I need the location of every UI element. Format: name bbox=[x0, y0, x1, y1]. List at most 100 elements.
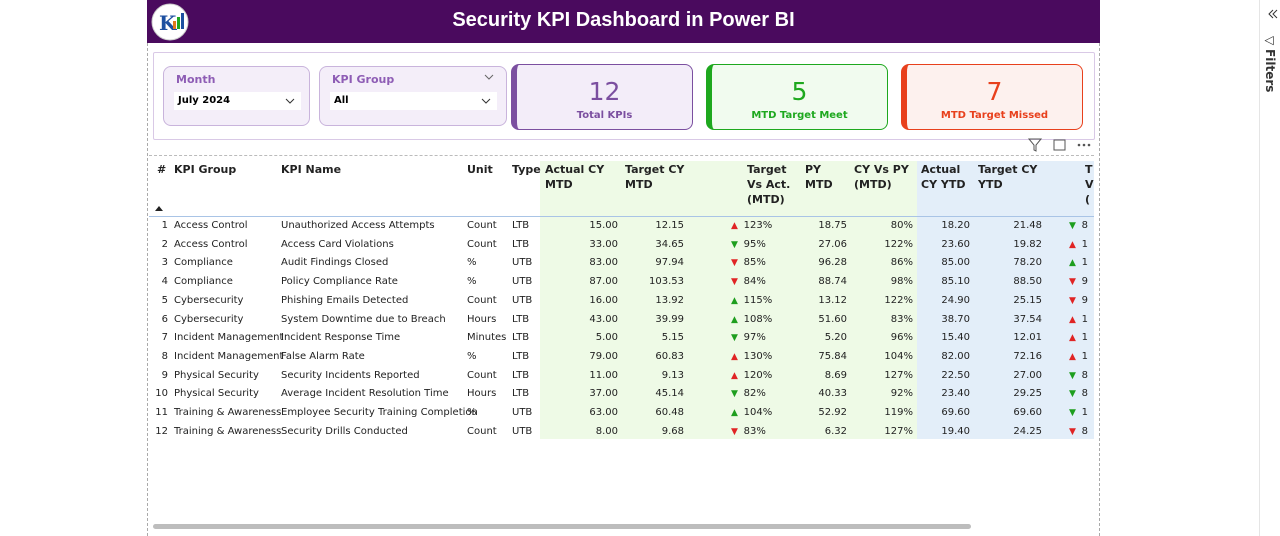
table-cell: 4 bbox=[161, 276, 168, 288]
card-label: MTD Target Missed bbox=[940, 110, 1049, 121]
table-cell: 85.00 bbox=[941, 257, 970, 269]
table-cell: 1 bbox=[161, 220, 168, 231]
table-cell: Incident Response Time bbox=[281, 332, 401, 344]
horizontal-scrollbar[interactable] bbox=[153, 524, 971, 529]
table-cell: Cybersecurity bbox=[174, 313, 244, 325]
table-cell: % bbox=[467, 257, 477, 269]
table-cell: 37.00 bbox=[589, 388, 618, 400]
slicer-dropdown[interactable]: July 2024 bbox=[174, 92, 301, 110]
table-cell: Unauthorized Access Attempts bbox=[281, 220, 435, 231]
trend-arrow: ▼ bbox=[1069, 221, 1082, 231]
filters-pane[interactable]: ▽ Filters bbox=[1259, 0, 1280, 536]
visual-header-icons bbox=[1027, 138, 1091, 152]
table-cell: 6 bbox=[161, 313, 168, 325]
focus-icon[interactable] bbox=[1053, 139, 1066, 151]
table-cell: 72.16 bbox=[1013, 350, 1042, 362]
trend-cell: ▲ 1 bbox=[1069, 313, 1089, 325]
trend-arrow: ▲ bbox=[731, 314, 744, 325]
table-cell: Training & Awareness bbox=[174, 407, 282, 418]
trend-cell: ▼ 84% bbox=[731, 276, 766, 288]
table-cell: LTB bbox=[512, 238, 530, 250]
table-cell: 127% bbox=[884, 425, 913, 437]
table-cell: Employee Security Training Completion bbox=[281, 407, 478, 418]
table-cell: 79.00 bbox=[589, 350, 618, 362]
card-value: 12 bbox=[588, 77, 621, 106]
card-value: 5 bbox=[791, 77, 808, 106]
logo: K bbox=[151, 3, 189, 41]
table-cell: UTB bbox=[512, 276, 533, 288]
trend-cell: ▼ 1 bbox=[1069, 407, 1089, 418]
trend-arrow: ▲ bbox=[731, 295, 744, 306]
trend-cell: ▼ 85% bbox=[731, 257, 766, 269]
table-cell: 63.00 bbox=[589, 407, 618, 418]
table-cell: UTB bbox=[512, 294, 533, 306]
table-cell: 9.68 bbox=[661, 425, 684, 437]
trend-arrow: ▼ bbox=[1069, 277, 1082, 288]
card-value: 7 bbox=[986, 77, 1003, 106]
table-cell: 88.50 bbox=[1013, 276, 1042, 288]
table-cell: Physical Security bbox=[174, 388, 259, 400]
table-cell: 33.00 bbox=[589, 238, 618, 250]
trend-cell: ▲ 1 bbox=[1069, 238, 1089, 250]
column-header: Actual CY YTD bbox=[921, 163, 966, 191]
trend-arrow: ▼ bbox=[731, 426, 744, 437]
table-cell: Count bbox=[467, 294, 497, 306]
table-cell: Access Control bbox=[174, 238, 248, 250]
table-cell: 5.15 bbox=[661, 332, 684, 344]
table-cell: 11 bbox=[155, 407, 168, 418]
table-cell: 21.48 bbox=[1013, 220, 1042, 231]
table-cell: 19.40 bbox=[941, 425, 970, 437]
table-cell: 82.00 bbox=[941, 350, 970, 362]
table-cell: 9 bbox=[161, 369, 168, 381]
table-cell: 83.00 bbox=[589, 257, 618, 269]
table-cell: 24.25 bbox=[1013, 425, 1042, 437]
filters-label: ▽ Filters bbox=[1263, 36, 1277, 93]
trend-arrow: ▲ bbox=[1069, 333, 1082, 344]
collapse-icon[interactable] bbox=[1267, 8, 1279, 20]
table-cell: LTB bbox=[512, 220, 530, 231]
trend-cell: ▲ 1 bbox=[1069, 257, 1089, 269]
slicer-dropdown[interactable]: All bbox=[330, 92, 497, 110]
svg-text:K: K bbox=[159, 11, 177, 35]
card-label: Total KPIs bbox=[576, 110, 633, 121]
table-cell: 69.60 bbox=[1013, 407, 1042, 418]
table-cell: 96.28 bbox=[818, 257, 847, 269]
table-cell: Cybersecurity bbox=[174, 294, 244, 306]
table-cell: 43.00 bbox=[589, 313, 618, 325]
table-cell: Compliance bbox=[174, 257, 233, 269]
chevron bbox=[481, 98, 491, 104]
table-cell: 122% bbox=[884, 294, 913, 306]
kpi-card: 5 MTD Target Meet bbox=[706, 64, 888, 130]
mtd-band bbox=[540, 161, 918, 439]
trend-arrow: ▲ bbox=[731, 370, 744, 381]
table-cell: % bbox=[467, 276, 477, 288]
table-cell: 80% bbox=[890, 220, 913, 231]
trend-arrow: ▼ bbox=[731, 389, 744, 400]
column-header: Unit bbox=[467, 163, 493, 176]
trend-cell: ▲ 1 bbox=[1069, 350, 1089, 362]
trend-cell: ▲ 1 bbox=[1069, 332, 1089, 344]
table-cell: LTB bbox=[512, 332, 530, 344]
table-cell: 85.10 bbox=[941, 276, 970, 288]
kpi-group-slicer[interactable]: KPI Group All bbox=[319, 66, 507, 126]
trend-arrow: ▲ bbox=[731, 351, 744, 362]
table-cell: 25.15 bbox=[1013, 294, 1042, 306]
table-cell: 51.60 bbox=[818, 313, 847, 325]
table-cell: 8.00 bbox=[595, 425, 618, 437]
table-cell: 16.00 bbox=[589, 294, 618, 306]
column-header: PY MTD bbox=[805, 163, 833, 191]
table-cell: 96% bbox=[890, 332, 913, 344]
column-header: KPI Group bbox=[174, 163, 237, 176]
trend-arrow: ▼ bbox=[1069, 408, 1082, 418]
table-cell: Security Drills Conducted bbox=[281, 425, 408, 437]
table-cell: 8 bbox=[161, 350, 168, 362]
month-slicer[interactable]: Month July 2024 bbox=[163, 66, 310, 126]
table-cell: 24.90 bbox=[941, 294, 970, 306]
table-cell: Hours bbox=[467, 388, 497, 400]
table-cell: 78.20 bbox=[1013, 257, 1042, 269]
table-cell: Hours bbox=[467, 313, 497, 325]
filter-icon[interactable] bbox=[1027, 138, 1043, 152]
table-cell: 98% bbox=[890, 276, 913, 288]
table-cell: 3 bbox=[161, 257, 168, 269]
